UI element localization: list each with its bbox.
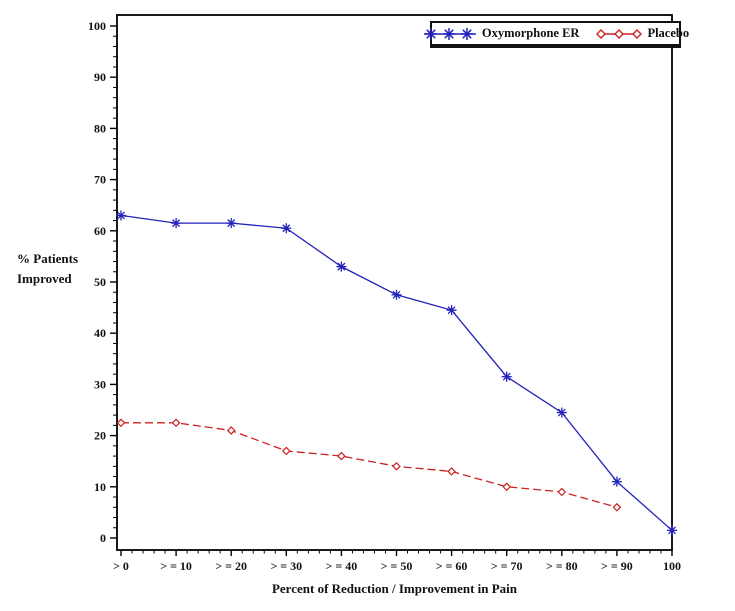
diamond-marker-icon — [116, 418, 126, 428]
y-tick-label: 60 — [94, 224, 106, 238]
star-marker-icon — [668, 526, 676, 535]
legend-label-placebo: Placebo — [647, 26, 690, 40]
star-marker-icon — [502, 372, 511, 381]
y-tick-label: 70 — [94, 173, 106, 187]
x-tick-label: > = 80 — [546, 559, 578, 573]
x-tick-label: > = 90 — [601, 559, 633, 573]
star-marker-icon — [423, 27, 476, 40]
diamond-marker-icon — [281, 446, 291, 456]
x-tick-label: > = 20 — [215, 559, 247, 573]
x-tick-label: 100 — [663, 559, 681, 573]
star-marker-icon — [282, 224, 291, 233]
star-marker-icon — [117, 211, 125, 220]
diamond-marker-icon — [502, 482, 512, 492]
diamond-marker-icon — [632, 28, 643, 39]
diamond-marker-icon — [614, 28, 625, 39]
x-tick-label: > = 50 — [381, 559, 413, 573]
x-tick-label: > = 30 — [270, 559, 302, 573]
diamond-marker-icon — [557, 487, 567, 497]
series-markers-placebo — [116, 418, 622, 512]
y-tick-label: 0 — [100, 531, 106, 545]
diamond-marker-icon — [226, 426, 236, 435]
series-line-placebo — [121, 422, 618, 508]
y-axis-title-line2: Improved — [17, 271, 72, 286]
x-tick-label: > = 40 — [326, 559, 358, 573]
x-axis-title: Percent of Reduction / Improvement in Pa… — [271, 581, 518, 596]
diamond-marker-icon — [596, 28, 643, 39]
star-marker-icon — [557, 408, 566, 417]
legend-item-oxymorphone: Oxymorphone ER — [422, 26, 580, 42]
series-markers-oxymorphone — [116, 210, 677, 536]
x-tick-label: > = 60 — [436, 559, 468, 573]
diamond-marker-icon — [447, 467, 456, 476]
y-axis-title-line1: % Patients — [17, 251, 79, 266]
x-tick-label: > 0 — [113, 559, 129, 573]
plot-frame — [116, 14, 673, 551]
star-marker-icon — [444, 28, 454, 39]
diamond-marker-icon — [337, 451, 346, 461]
legend-item-placebo: Placebo — [595, 26, 689, 42]
star-marker-icon — [612, 477, 621, 486]
y-tick-label: 50 — [94, 275, 106, 289]
y-tick-label: 90 — [94, 70, 106, 84]
star-marker-icon — [172, 219, 181, 228]
y-tick-label: 100 — [88, 19, 106, 33]
x-tick-label: > = 10 — [160, 559, 192, 573]
legend: Oxymorphone ER Placebo — [423, 21, 689, 48]
y-tick-label: 40 — [94, 326, 106, 340]
x-tick-label: > = 70 — [491, 559, 523, 573]
diamond-marker-icon — [612, 502, 622, 512]
y-tick-label: 20 — [94, 429, 106, 443]
series-line-oxymorphone — [120, 214, 673, 531]
star-marker-icon — [462, 28, 472, 39]
star-marker-icon — [447, 306, 456, 315]
y-tick-label: 80 — [94, 121, 106, 135]
star-marker-icon — [426, 28, 436, 39]
y-axis-title: % Patients Improved — [17, 249, 78, 289]
diamond-marker-icon — [392, 461, 401, 471]
star-marker-icon — [337, 262, 346, 271]
y-tick-label: 10 — [94, 480, 106, 494]
y-tick-label: 30 — [94, 377, 106, 391]
diamond-marker-icon — [171, 418, 181, 428]
star-marker-icon — [392, 290, 401, 299]
star-marker-icon — [227, 219, 236, 228]
diamond-marker-icon — [596, 28, 607, 39]
legend-label-oxymorphone: Oxymorphone ER — [481, 26, 580, 40]
